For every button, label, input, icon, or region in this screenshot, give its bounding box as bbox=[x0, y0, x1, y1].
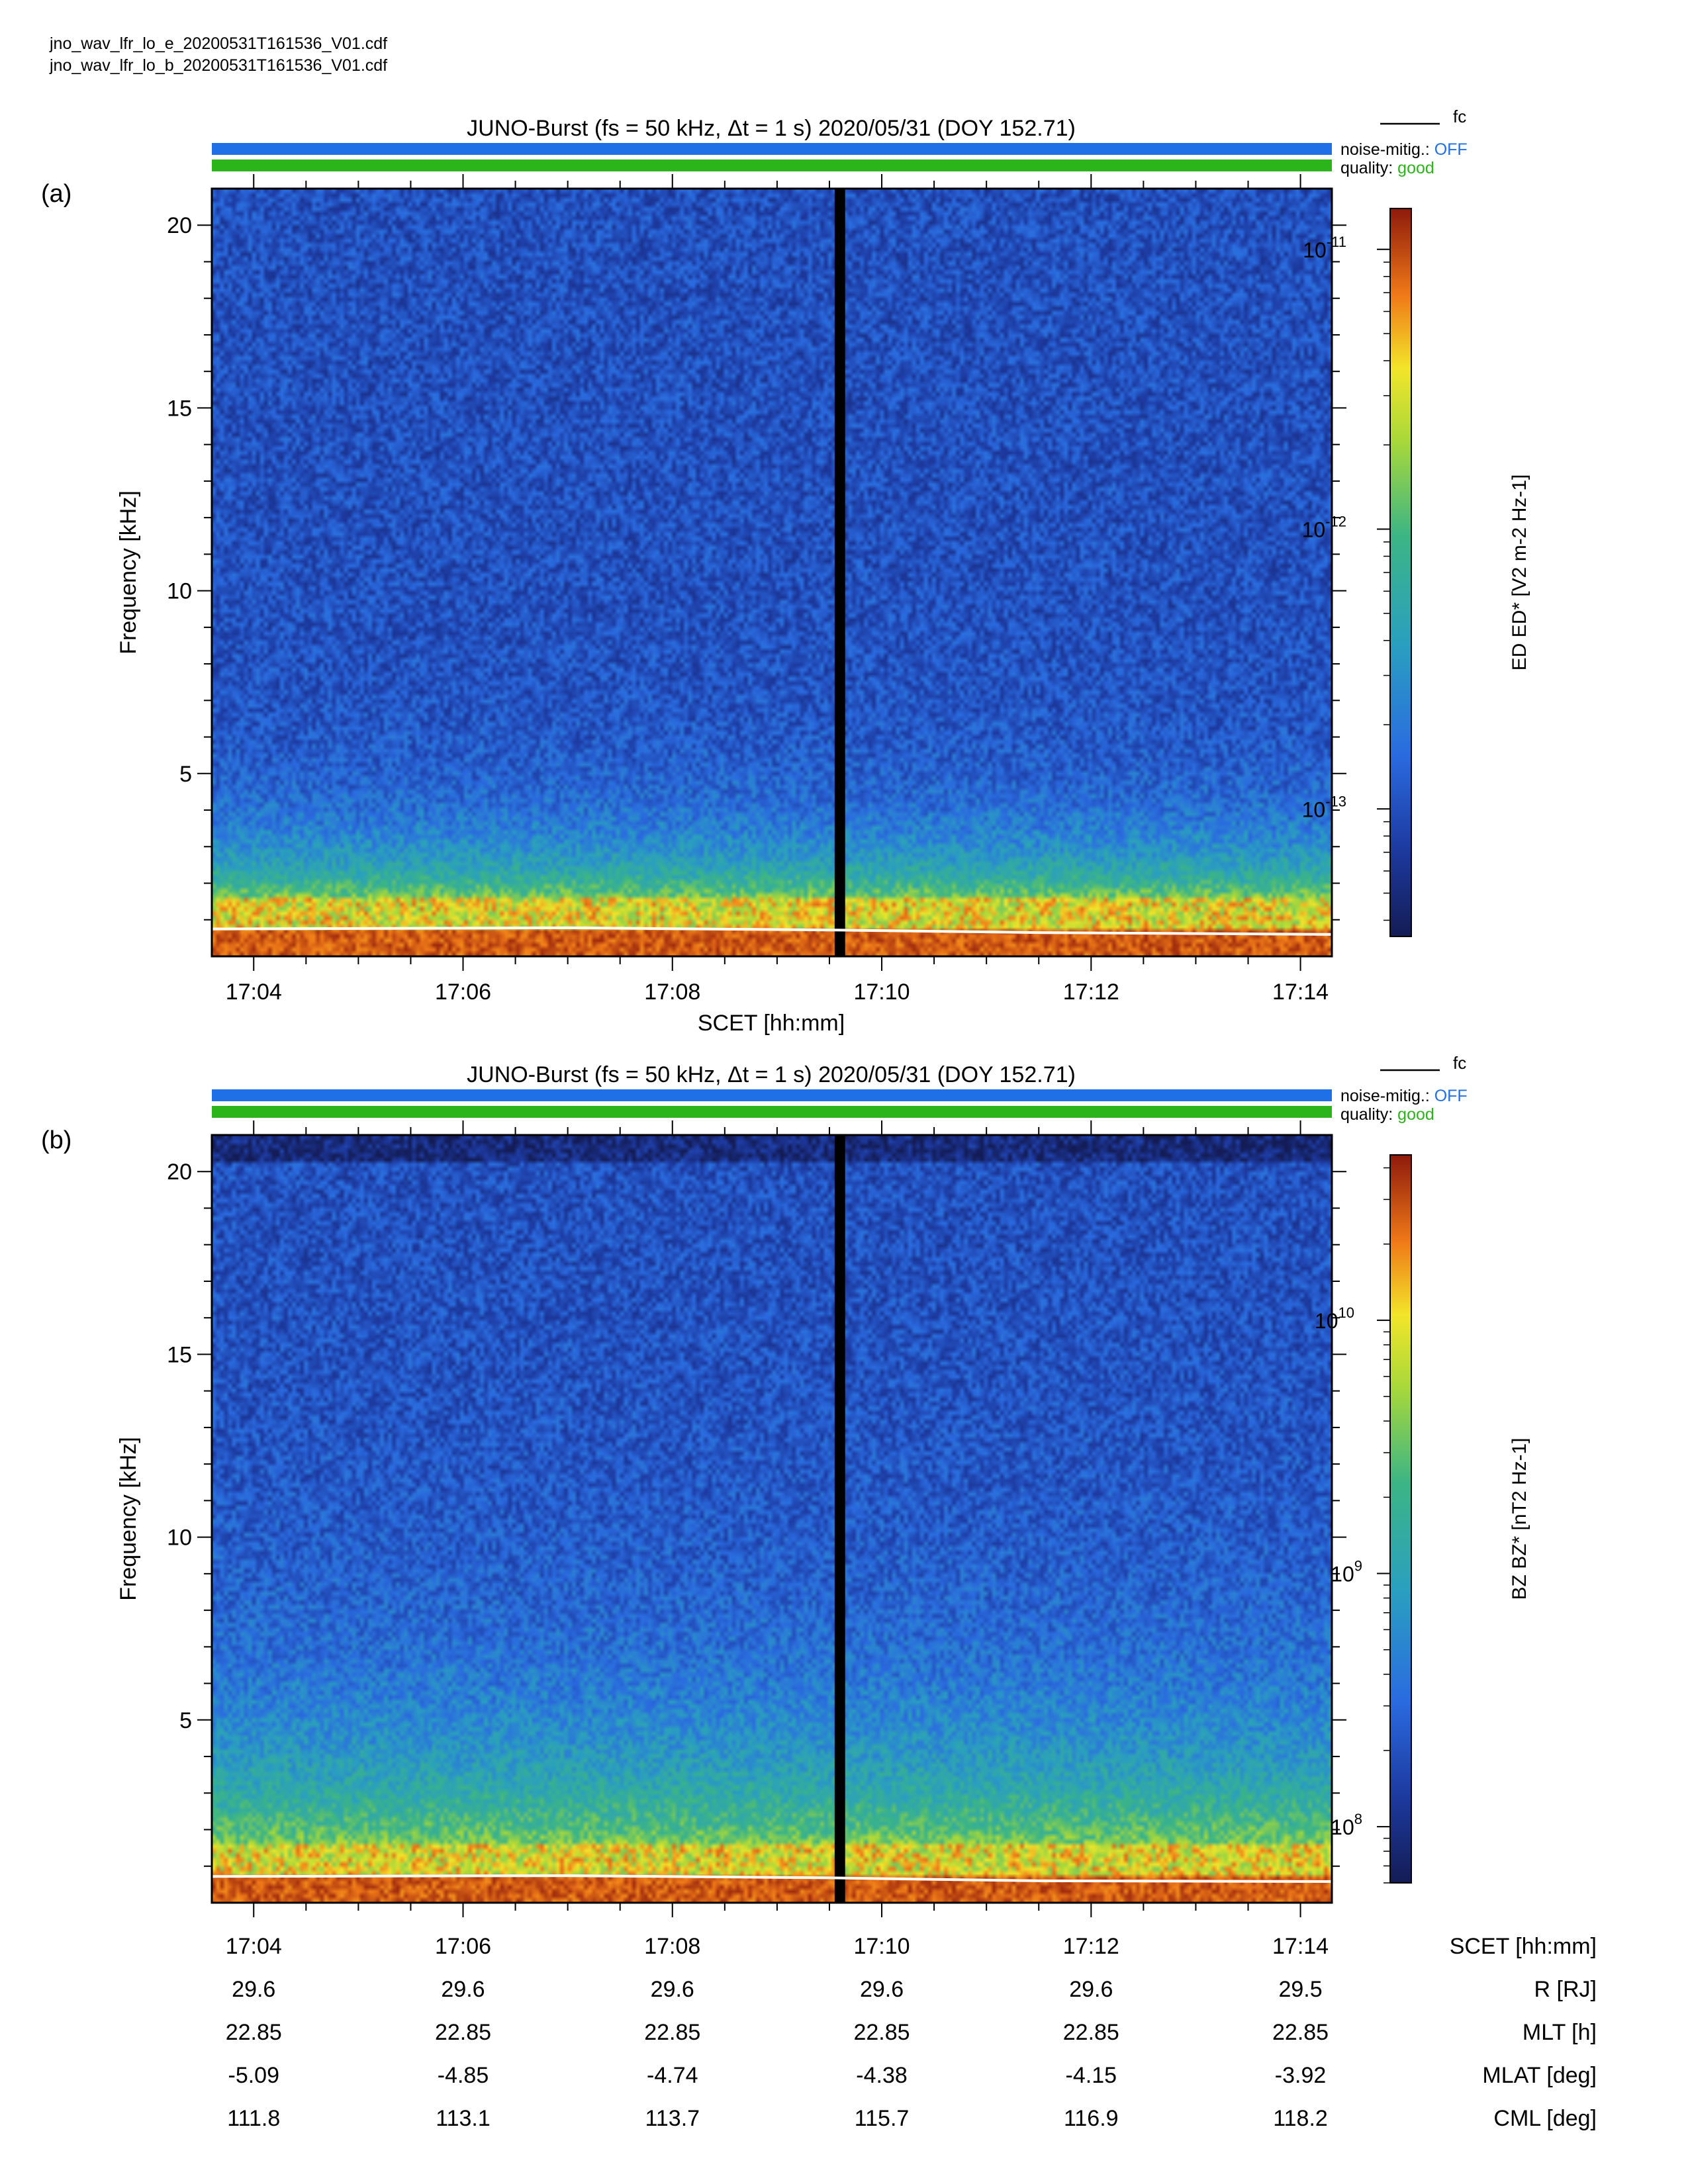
ephemeris-value: 22.85 bbox=[853, 2020, 910, 2045]
noise-mitigation-label: noise-mitig.: OFF bbox=[1340, 1087, 1468, 1105]
y-tick-label: 5 bbox=[179, 762, 192, 787]
spectrogram-image bbox=[212, 189, 1332, 956]
colorbar bbox=[1389, 1154, 1412, 1884]
ephemeris-value: -4.38 bbox=[856, 2063, 908, 2088]
ephemeris-value: 29.6 bbox=[651, 1977, 694, 2002]
quality-label: quality: good bbox=[1340, 159, 1434, 177]
y-tick-label: 15 bbox=[167, 396, 192, 421]
plot-frame bbox=[211, 187, 1333, 958]
x-tick-label: 17:04 bbox=[226, 979, 282, 1005]
x-axis-label: SCET [hh:mm] bbox=[698, 1011, 845, 1036]
colorbar-tick-label: 108 bbox=[1331, 1811, 1362, 1839]
ephemeris-value: 29.6 bbox=[232, 1977, 275, 2002]
ephemeris-value: 22.85 bbox=[1063, 2020, 1119, 2045]
noise-mitigation-value: OFF bbox=[1434, 140, 1468, 159]
noise-mitigation-bar bbox=[212, 143, 1332, 155]
y-tick-label: 15 bbox=[167, 1342, 192, 1367]
colorbar-tick-label: 109 bbox=[1331, 1558, 1362, 1586]
ephemeris-value: 22.85 bbox=[226, 2020, 282, 2045]
x-tick-label: 17:10 bbox=[853, 979, 910, 1005]
colorbar-tick-label: 10-11 bbox=[1303, 234, 1346, 262]
fc-legend-label: fc bbox=[1453, 1053, 1466, 1073]
ephemeris-value: -3.92 bbox=[1275, 2063, 1327, 2088]
fc-legend-label: fc bbox=[1453, 107, 1466, 126]
data-gap bbox=[834, 1135, 845, 1903]
spectrogram-image bbox=[212, 1135, 1332, 1903]
x-tick-label: 17:06 bbox=[435, 979, 491, 1005]
fc-line bbox=[211, 926, 1333, 936]
chart-panel-a: JUNO-Burst (fs = 50 kHz, Δt = 1 s) 2020/… bbox=[41, 107, 1530, 1036]
ephemeris-value: 22.85 bbox=[1272, 2020, 1329, 2045]
quality-label: quality: good bbox=[1340, 1105, 1434, 1124]
ephemeris-row-label: CML [deg] bbox=[1493, 2106, 1597, 2131]
panel-label: (a) bbox=[41, 180, 71, 208]
ephemeris-row-label: R [RJ] bbox=[1534, 1977, 1597, 2002]
ephemeris-value: 115.7 bbox=[855, 2106, 910, 2131]
ephemeris-value: 17:14 bbox=[1272, 1934, 1329, 1959]
ephemeris-value: 113.7 bbox=[645, 2106, 700, 2131]
colorbar-label: BZ BZ* [nT2 Hz-1] bbox=[1509, 1437, 1530, 1600]
noise-mitigation-label: noise-mitig.: OFF bbox=[1340, 140, 1468, 159]
filename-e: jno_wav_lfr_lo_e_20200531T161536_V01.cdf bbox=[50, 34, 388, 53]
panel-label: (b) bbox=[41, 1126, 71, 1154]
colorbar-tick-label: 1010 bbox=[1315, 1304, 1354, 1333]
ephemeris-value: 22.85 bbox=[435, 2020, 491, 2045]
colorbar-label: ED ED* [V2 m-2 Hz-1] bbox=[1509, 475, 1530, 671]
data-gap bbox=[834, 189, 845, 956]
ephemeris-value: -4.85 bbox=[438, 2063, 489, 2088]
chart-panel-b: JUNO-Burst (fs = 50 kHz, Δt = 1 s) 2020/… bbox=[41, 1053, 1530, 1917]
fc-line bbox=[211, 1874, 1333, 1883]
quality-bar bbox=[212, 159, 1332, 171]
ephemeris-value: 17:06 bbox=[435, 1934, 491, 1959]
x-tick-label: 17:08 bbox=[644, 979, 700, 1005]
colorbar-tick-label: 10-12 bbox=[1302, 514, 1346, 542]
ephemeris-value: 29.6 bbox=[860, 1977, 904, 2002]
source-filenames: jno_wav_lfr_lo_e_20200531T161536_V01.cdf… bbox=[50, 33, 387, 77]
chart-title: JUNO-Burst (fs = 50 kHz, Δt = 1 s) 2020/… bbox=[467, 1062, 1076, 1087]
ephemeris-value: 113.1 bbox=[436, 2106, 491, 2131]
y-tick-label: 20 bbox=[167, 213, 192, 238]
ephemeris-row-label: MLT [h] bbox=[1523, 2020, 1597, 2045]
plot-frame bbox=[211, 1134, 1333, 1904]
ephemeris-value: 17:12 bbox=[1063, 1934, 1119, 1959]
ephemeris-value: 111.8 bbox=[227, 2106, 280, 2131]
ephemeris-value: 17:10 bbox=[853, 1934, 910, 1959]
ephemeris-value: 29.6 bbox=[441, 1977, 485, 2002]
ephemeris-row-label: SCET [hh:mm] bbox=[1450, 1934, 1597, 1959]
y-axis-label: Frequency [kHz] bbox=[116, 1437, 141, 1601]
chart-title: JUNO-Burst (fs = 50 kHz, Δt = 1 s) 2020/… bbox=[467, 116, 1076, 141]
y-tick-label: 10 bbox=[167, 579, 192, 604]
ephemeris-row-label: MLAT [deg] bbox=[1482, 2063, 1597, 2088]
noise-mitigation-value: OFF bbox=[1434, 1087, 1468, 1105]
filename-b: jno_wav_lfr_lo_b_20200531T161536_V01.cdf bbox=[50, 56, 388, 75]
ephemeris-value: -4.15 bbox=[1066, 2063, 1117, 2088]
quality-value: good bbox=[1397, 159, 1434, 177]
x-tick-label: 17:12 bbox=[1063, 979, 1119, 1005]
ephemeris-value: -4.74 bbox=[647, 2063, 698, 2088]
ephemeris-value: 17:04 bbox=[226, 1934, 282, 1959]
ephemeris-value: 116.9 bbox=[1064, 2106, 1119, 2131]
y-tick-label: 10 bbox=[167, 1525, 192, 1551]
ephemeris-value: 22.85 bbox=[644, 2020, 700, 2045]
ephemeris-value: 29.5 bbox=[1278, 1977, 1322, 2002]
ephemeris-value: 118.2 bbox=[1273, 2106, 1328, 2131]
y-tick-label: 20 bbox=[167, 1160, 192, 1185]
y-tick-label: 5 bbox=[179, 1708, 192, 1733]
colorbar bbox=[1389, 208, 1412, 937]
ephemeris-value: 17:08 bbox=[644, 1934, 700, 1959]
ephemeris-value: 29.6 bbox=[1069, 1977, 1113, 2002]
noise-mitigation-bar bbox=[212, 1089, 1332, 1101]
quality-value: good bbox=[1397, 1105, 1434, 1124]
x-tick-label: 17:14 bbox=[1272, 979, 1329, 1005]
colorbar-tick-label: 10-13 bbox=[1302, 793, 1346, 821]
ephemeris-value: -5.09 bbox=[228, 2063, 280, 2088]
quality-bar bbox=[212, 1106, 1332, 1118]
y-axis-label: Frequency [kHz] bbox=[116, 490, 141, 655]
